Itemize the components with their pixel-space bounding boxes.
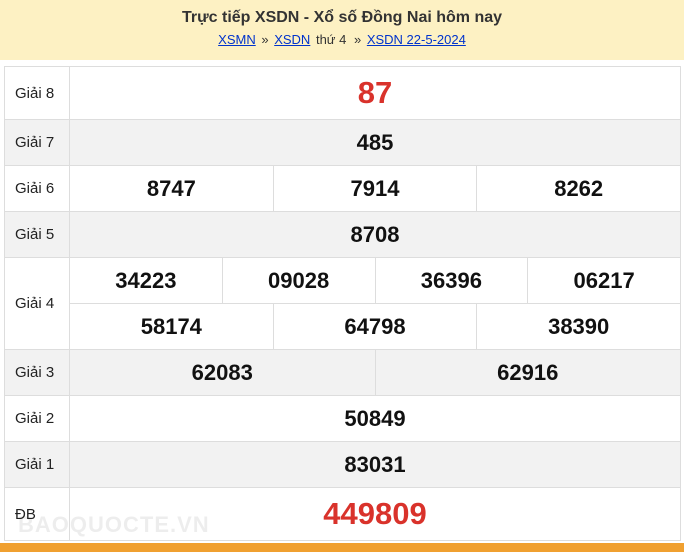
prize-number: 87 (357, 75, 393, 110)
prize-number: 7914 (272, 166, 477, 211)
prize-row: Giải 1 83031 (4, 442, 681, 488)
prize-number: 09028 (221, 258, 375, 303)
breadcrumb-link[interactable]: XSDN (274, 32, 311, 47)
prize-label: Giải 2 (5, 396, 70, 441)
number-line: 34223 09028 36396 06217 (70, 258, 680, 303)
title: Trực tiếp XSDN - Xổ số Đồng Nai hôm nay (181, 9, 503, 26)
prize-label: ĐB (5, 488, 70, 540)
breadcrumb-link[interactable]: XSMN (218, 32, 256, 47)
number-line: 485 (70, 120, 680, 165)
breadcrumb-text: thứ 4 (315, 32, 347, 47)
prize-number: 485 (356, 129, 394, 155)
breadcrumb-text: » (353, 32, 362, 47)
prize-label: Giải 5 (5, 212, 70, 257)
prize-number: 8708 (350, 221, 400, 247)
prize-number: 34223 (115, 267, 177, 293)
results-table: Giải 8 87 Giải 7 485 Giải 6 8747 7914 8262 Giải … (4, 66, 681, 541)
prize-numbers: 83031 (70, 442, 680, 487)
prize-numbers: 87 (70, 67, 680, 119)
prize-number: 62083 (191, 359, 253, 385)
breadcrumb: XSMN » XSDN thứ 4 » XSDN 22-5-2024 (0, 32, 684, 47)
number-line: 8708 (70, 212, 680, 257)
prize-numbers: 485 (70, 120, 680, 165)
prize-row: ĐB 449809 (4, 488, 681, 541)
number-line: 87 (70, 67, 680, 119)
prize-row: Giải 4 34223 09028 36396 06217 58174 64798 3839… (4, 258, 681, 350)
number-line: 449809 (70, 488, 680, 540)
prize-number: 36396 (374, 258, 528, 303)
footer-bar (0, 543, 684, 552)
prize-row: Giải 8 87 (4, 67, 681, 120)
prize-numbers: 8708 (70, 212, 680, 257)
prize-label: Giải 6 (5, 166, 70, 211)
prize-label: Giải 4 (5, 258, 70, 349)
breadcrumb-link[interactable]: XSDN 22-5-2024 (366, 32, 466, 47)
number-line: 8747 7914 8262 (70, 166, 680, 211)
prize-number: 83031 (344, 451, 406, 477)
prize-numbers: 8747 7914 8262 (70, 166, 680, 211)
prize-label: Giải 3 (5, 350, 70, 395)
watermark: BAOQUOCTE.VN (18, 512, 210, 537)
prize-label: Giải 1 (5, 442, 70, 487)
prize-number: 58174 (140, 313, 202, 339)
prize-numbers: 449809 (70, 488, 680, 540)
prize-row: Giải 7 485 (4, 120, 681, 166)
number-line: 62083 62916 (70, 350, 680, 395)
prize-label: Giải 8 (5, 67, 70, 119)
prize-label: Giải 7 (5, 120, 70, 165)
prize-number: 38390 (476, 304, 680, 349)
prize-numbers: 62083 62916 (70, 350, 680, 395)
prize-row: Giải 3 62083 62916 (4, 350, 681, 396)
prize-number: 06217 (527, 258, 680, 303)
prize-numbers: 50849 (70, 396, 680, 441)
prize-number: 8747 (146, 175, 196, 201)
number-line: 83031 (70, 442, 680, 487)
number-line: 50849 (70, 396, 680, 441)
prize-number: 8262 (476, 166, 680, 211)
prize-number: 449809 (323, 496, 427, 531)
prize-row: Giải 6 8747 7914 8262 (4, 166, 681, 212)
prize-number: 64798 (272, 304, 477, 349)
prize-row: Giải 5 8708 (4, 212, 681, 258)
prize-row: Giải 2 50849 (4, 396, 681, 442)
breadcrumb-text: » (261, 32, 269, 47)
prize-number: 50849 (344, 405, 406, 431)
prize-number: 62916 (374, 350, 681, 395)
prize-numbers: 34223 09028 36396 06217 58174 64798 38390 (70, 258, 680, 349)
number-line: 58174 64798 38390 (70, 303, 680, 349)
header: Trực tiếp XSDN - Xổ số Đồng Nai hôm nay … (0, 0, 684, 60)
